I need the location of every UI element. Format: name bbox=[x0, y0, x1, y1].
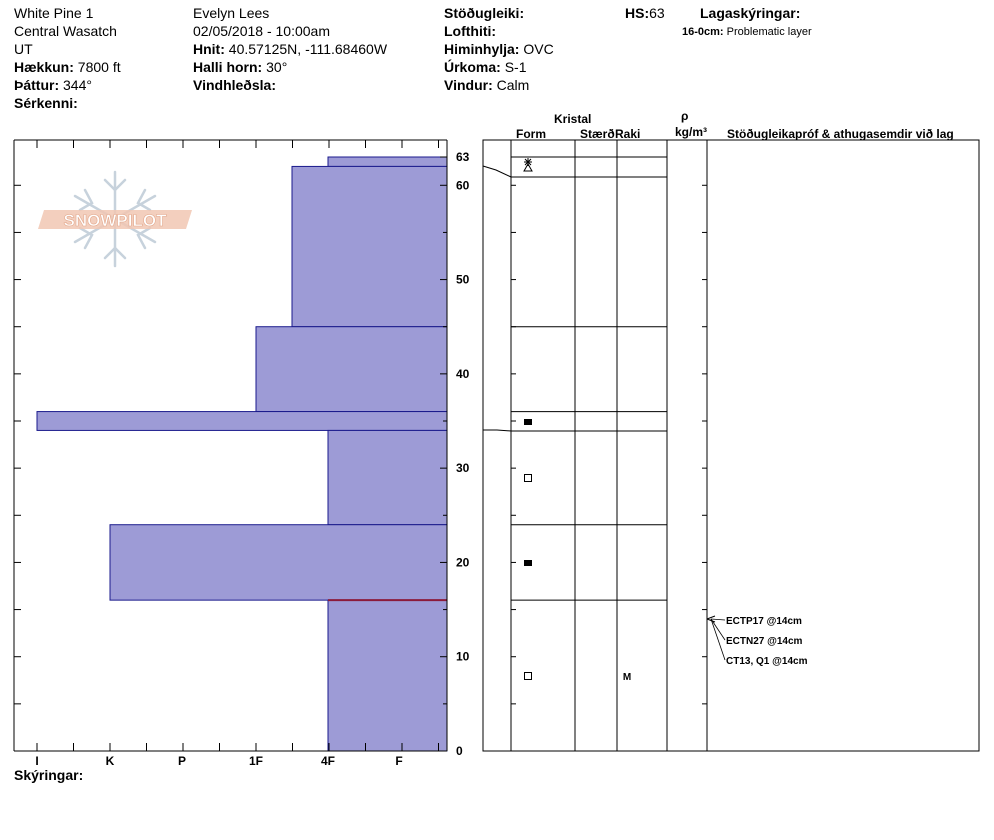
crystal-header: Kristal bbox=[554, 112, 592, 126]
snowpilot-logo: SNOWPILOT bbox=[38, 170, 192, 268]
density-unit-header: kg/m³ bbox=[675, 125, 708, 139]
layer-note-text: Problematic layer bbox=[726, 26, 812, 38]
stability-tests-header: Stöðugleikapróf & athugasemdir við lag bbox=[727, 127, 954, 141]
hardness-bar bbox=[291, 165, 448, 328]
wind: Vindur: Calm bbox=[444, 77, 529, 93]
aspect: Þáttur: 344° bbox=[14, 77, 92, 93]
height-tick-label: 50 bbox=[456, 273, 470, 287]
wind-loading-label: Vindhleðsla: bbox=[193, 77, 276, 93]
hardness-tick-label: P bbox=[178, 754, 186, 768]
height-axis: 0 10 20 30 40 50 60 63 bbox=[440, 150, 470, 758]
hardness-axis: I K P 1F 4F F bbox=[35, 754, 402, 768]
faceted-grain-icon bbox=[524, 672, 532, 680]
stability-test-label: CT13, Q1 @14cm bbox=[726, 656, 808, 667]
hs-label: HS: bbox=[625, 5, 650, 21]
hardness-bar bbox=[36, 411, 448, 431]
triangle-glyph bbox=[523, 162, 533, 172]
height-tick-label: 40 bbox=[456, 367, 470, 381]
aspect-label: Þáttur: bbox=[14, 77, 60, 93]
arrow-head-icon bbox=[706, 615, 716, 623]
hardness-bars bbox=[36, 156, 448, 752]
layer-note: 16-0cm: Problematic layer bbox=[682, 24, 812, 40]
aspect-value: 344° bbox=[63, 77, 92, 93]
height-tick-label: 20 bbox=[456, 555, 470, 569]
faceted-grain-icon bbox=[524, 474, 532, 482]
snow-height: HS:63 bbox=[625, 5, 665, 21]
elevation-value: 7800 ft bbox=[77, 59, 121, 75]
hardness-bar bbox=[327, 599, 448, 752]
table-frame bbox=[482, 139, 980, 752]
logo-banner bbox=[38, 210, 192, 229]
size-header: Stærð bbox=[580, 127, 615, 141]
height-tick-label: 63 bbox=[456, 150, 470, 164]
new-snow-grain-icon bbox=[523, 158, 533, 172]
stability-tests: ECTP17 @14cm ECTN27 @14cm CT13, Q1 @14cm bbox=[706, 615, 808, 667]
state: UT bbox=[14, 41, 33, 57]
form-header: Form bbox=[516, 127, 546, 141]
logo-text: SNOWPILOT bbox=[64, 211, 168, 230]
coords-value: 40.57125N, -111.68460W bbox=[228, 41, 388, 57]
wind-value: Calm bbox=[496, 77, 530, 93]
features-label: Sérkenni: bbox=[14, 95, 78, 111]
faceted-grain-icon bbox=[524, 560, 532, 566]
comments-label: Skýringar: bbox=[14, 767, 84, 783]
stability-label: Stöðugleiki: bbox=[444, 5, 525, 21]
height-tick-label: 0 bbox=[456, 744, 463, 758]
test-leader-line bbox=[710, 618, 726, 621]
precip-value: S-1 bbox=[504, 59, 527, 75]
hs-value: 63 bbox=[649, 5, 665, 21]
datetime: 02/05/2018 - 10:00am bbox=[193, 23, 330, 39]
hardness-tick-label: 4F bbox=[321, 754, 335, 768]
mountain-range: Central Wasatch bbox=[14, 23, 117, 39]
layer-table bbox=[482, 139, 980, 752]
rho-header: ρ bbox=[681, 109, 689, 123]
hardness-bar bbox=[327, 429, 448, 526]
observer: Evelyn Lees bbox=[193, 5, 270, 21]
slope-value: 30° bbox=[266, 59, 288, 75]
boundary-connector bbox=[482, 165, 512, 178]
elevation: Hækkun: 7800 ft bbox=[14, 59, 121, 75]
snowflake-glyph bbox=[524, 158, 532, 166]
test-leader-line bbox=[710, 618, 726, 661]
hardness-tick-label: 1F bbox=[249, 754, 263, 768]
precip-label: Úrkoma: bbox=[444, 59, 501, 75]
coords-label: Hnit: bbox=[193, 41, 225, 57]
air-temp-label: Lofthiti: bbox=[444, 23, 497, 39]
slope-angle: Halli horn: 30° bbox=[193, 59, 287, 75]
hardness-frame bbox=[13, 139, 448, 752]
hardness-tick-label: K bbox=[106, 754, 115, 768]
slope-label: Halli horn: bbox=[193, 59, 263, 75]
sky-value: OVC bbox=[523, 41, 554, 57]
hardness-bar bbox=[109, 524, 448, 601]
moisture-mark: M bbox=[623, 672, 631, 683]
faceted-grain-icon bbox=[524, 419, 532, 425]
height-tick-label: 30 bbox=[456, 461, 470, 475]
coordinates: Hnit: 40.57125N, -111.68460W bbox=[193, 41, 387, 57]
sky-label: Himinhylja: bbox=[444, 41, 520, 57]
hardness-bar bbox=[327, 156, 448, 167]
sky-cover: Himinhylja: OVC bbox=[444, 41, 554, 57]
hardness-tick-label: F bbox=[395, 754, 402, 768]
hardness-tick-label: I bbox=[35, 754, 38, 768]
elevation-label: Hækkun: bbox=[14, 59, 74, 75]
hardness-bar bbox=[255, 326, 448, 413]
layer-note-range: 16-0cm: bbox=[682, 26, 724, 38]
precipitation: Úrkoma: S-1 bbox=[444, 59, 526, 75]
moisture-header: Raki bbox=[615, 127, 641, 141]
stability-test-label: ECTN27 @14cm bbox=[726, 636, 803, 647]
grain-symbols: M bbox=[523, 158, 631, 683]
location-name: White Pine 1 bbox=[14, 5, 94, 21]
layer-notes-label: Lagaskýringar: bbox=[700, 5, 801, 21]
boundary-connector bbox=[483, 429, 512, 432]
test-leader-line bbox=[710, 618, 726, 641]
wind-label: Vindur: bbox=[444, 77, 493, 93]
height-tick-label: 10 bbox=[456, 650, 470, 664]
stability-test-label: ECTP17 @14cm bbox=[726, 616, 802, 627]
height-tick-label: 60 bbox=[456, 178, 470, 192]
